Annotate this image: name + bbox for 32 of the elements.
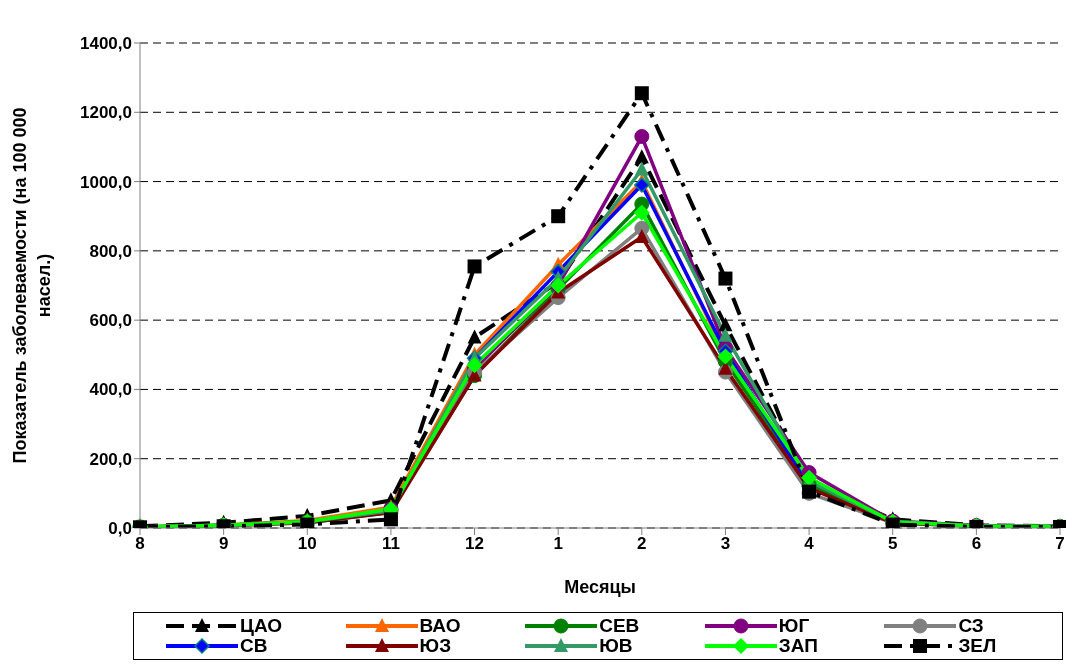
legend-label: ЮЗ	[419, 635, 452, 656]
legend-label: СЕВ	[599, 615, 640, 636]
legend-label: СЗ	[958, 615, 984, 636]
y-tick-label: 800,0	[89, 241, 132, 261]
y-axis-title: Показатель заболеваемости (на 100 000 насел.)	[10, 107, 54, 464]
x-tick-label: 10	[297, 534, 317, 554]
x-tick-label: 8	[135, 534, 145, 554]
y-tick-label: 400,0	[89, 380, 132, 400]
y-tick-label: 600,0	[89, 311, 132, 331]
legend-label: ЮГ	[778, 615, 810, 636]
x-tick-label: 3	[720, 534, 731, 554]
y-tick-label: 200,0	[89, 449, 132, 469]
x-tick-label: 11	[381, 534, 400, 554]
legend-label: ЦАО	[240, 615, 283, 636]
x-tick-label: 9	[218, 534, 229, 554]
legend-label: ЮВ	[599, 635, 633, 656]
x-tick-label: 6	[971, 534, 982, 554]
x-axis-title: Месяцы	[564, 577, 636, 597]
x-tick-label: 7	[1055, 534, 1065, 554]
x-tick-label: 1	[553, 534, 563, 554]
legend-label: ВАО	[419, 615, 461, 636]
y-tick-label: 1000,0	[80, 172, 132, 192]
x-tick-label: 4	[804, 534, 815, 554]
y-tick-label: 1400,0	[80, 34, 132, 54]
x-tick-label: 2	[637, 534, 647, 554]
x-tick-label: 12	[465, 534, 485, 554]
legend-label: ЗЕЛ	[958, 635, 997, 656]
legend-label: СВ	[240, 635, 268, 656]
x-tick-label: 5	[887, 534, 898, 554]
y-tick-label: 1200,0	[80, 103, 132, 123]
legend-label: ЗАП	[778, 635, 818, 656]
y-tick-label: 0,0	[108, 519, 132, 539]
